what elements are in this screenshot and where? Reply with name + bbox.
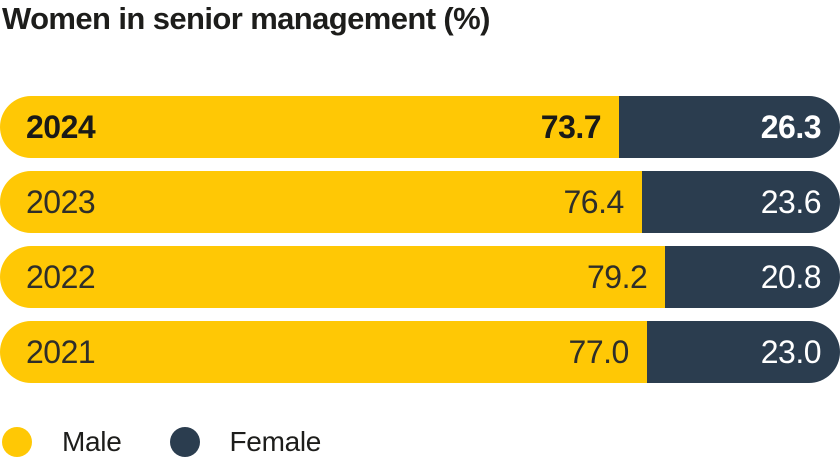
year-label: 2022 [26,258,96,295]
female-segment-2022: 20.8 [665,246,840,308]
legend: Male Female [2,426,322,458]
female-value: 20.8 [760,258,822,295]
male-value: 76.4 [563,183,624,220]
chart-title: Women in senior management (%) [2,1,490,36]
male-value: 73.7 [540,108,602,145]
female-value: 26.3 [760,108,822,145]
female-swatch-icon [169,427,200,457]
female-value: 23.0 [760,333,822,370]
male-value: 77.0 [568,333,630,370]
year-label: 2021 [26,333,96,370]
year-label: 2023 [26,183,96,220]
legend-male-label: Male [62,426,122,457]
bar-row-2023: 2023 76.4 23.6 [0,171,840,233]
female-segment-2023: 23.6 [641,171,840,233]
male-segment-2023: 2023 76.4 [0,171,642,233]
female-value: 23.6 [760,183,822,220]
bar-row-2024: 2024 73.7 26.3 [0,96,840,158]
female-segment-2021: 23.0 [646,321,840,383]
male-value: 79.2 [586,258,648,295]
male-swatch-icon [2,427,32,457]
bar-row-2021: 2021 77.0 23.0 [0,321,840,383]
male-segment-2022: 2022 79.2 [0,246,666,308]
year-label: 2024 [26,108,96,145]
male-segment-2021: 2021 77.0 [0,321,647,383]
legend-item-female: Female [169,426,322,458]
stacked-bar-chart: 2024 73.7 26.3 2023 76.4 23.6 2022 79.2 20.8 2021… [0,96,840,396]
female-segment-2024: 26.3 [619,96,840,158]
male-segment-2024: 2024 73.7 [0,96,620,158]
bar-row-2022: 2022 79.2 20.8 [0,246,840,308]
legend-item-male: Male [2,426,122,458]
legend-female-label: Female [229,426,322,457]
